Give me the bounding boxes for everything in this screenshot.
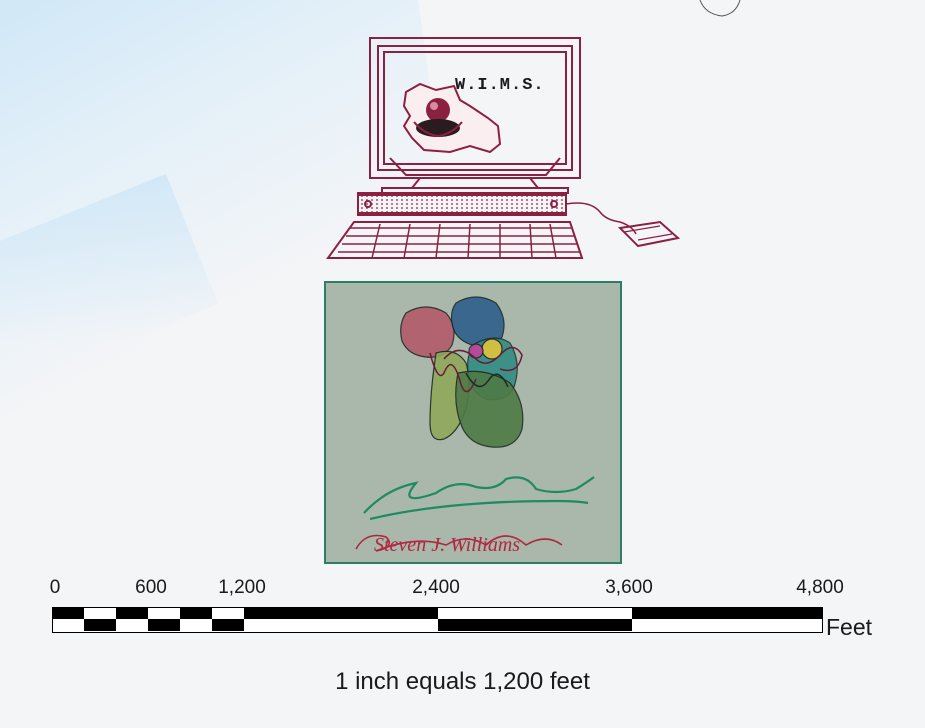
scale-tick-label: 4,800: [796, 577, 844, 598]
scale-tick-label: 3,600: [605, 577, 653, 598]
mouse-icon: [617, 220, 681, 248]
keyboard-icon: [326, 221, 584, 259]
engineer-signature: [363, 476, 595, 521]
scale-bar: [52, 607, 823, 633]
professional-seal: Steven J. Williams: [324, 281, 622, 564]
scale-statement: 1 inch equals 1,200 feet: [335, 668, 590, 695]
scale-tick-label: 2,400: [412, 577, 460, 598]
engineer-signature-name: Steven J. Williams: [374, 534, 520, 556]
scale-tick-label: 600: [135, 577, 167, 598]
scale-unit-label: Feet: [826, 614, 873, 640]
scale-tick-label: 0: [49, 577, 61, 598]
parcel-boundary: [699, 0, 741, 17]
monitor-icon: [369, 37, 581, 179]
logo-title: W.I.M.S.: [455, 76, 545, 95]
wims-computer-logo: [326, 37, 681, 259]
seal-emblem: [400, 296, 524, 448]
scale-tick-label: 1,200: [218, 577, 266, 598]
